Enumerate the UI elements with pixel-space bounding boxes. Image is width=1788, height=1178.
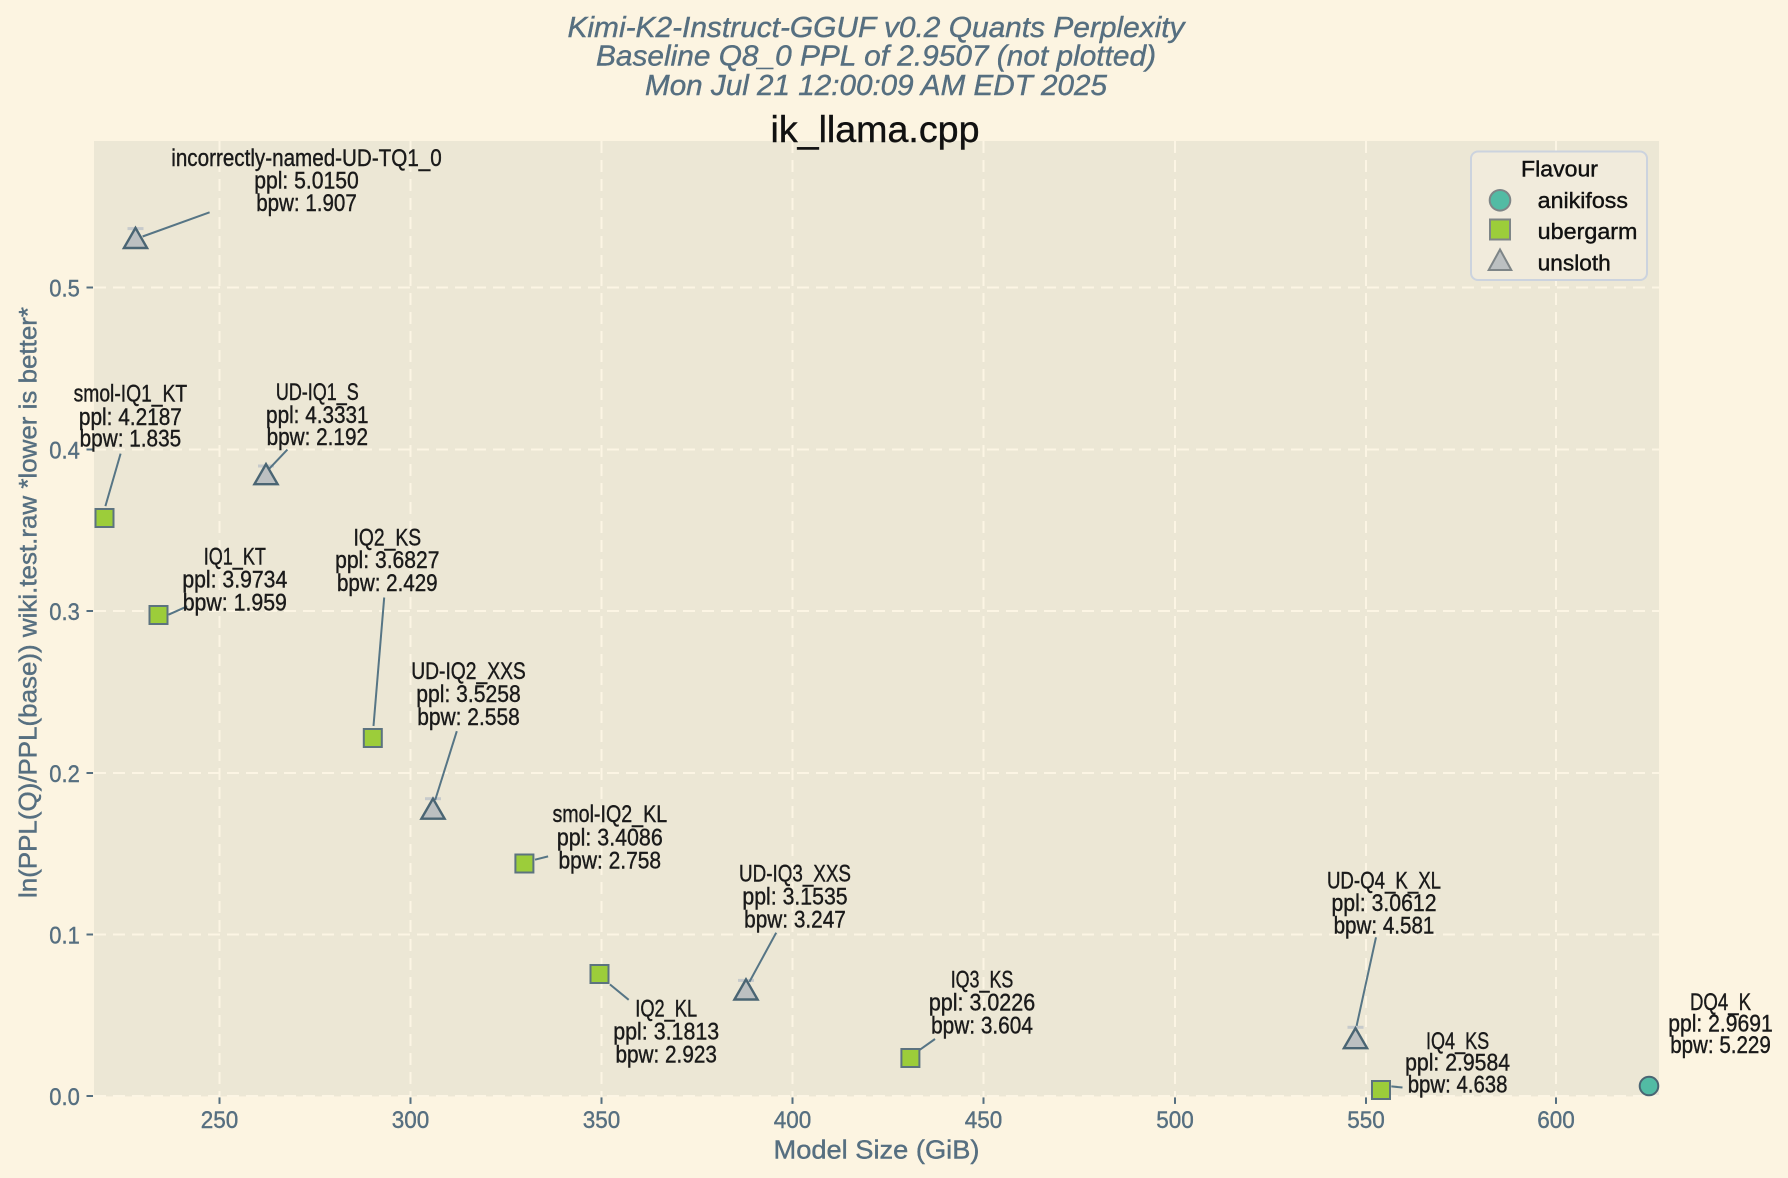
svg-text:ppl: 4.3331: ppl: 4.3331 — [266, 402, 369, 429]
svg-text:UD-Q4_K_XL: UD-Q4_K_XL — [1327, 868, 1441, 895]
svg-text:bpw: 1.959: bpw: 1.959 — [183, 589, 287, 616]
svg-text:250: 250 — [201, 1107, 239, 1134]
svg-text:400: 400 — [774, 1107, 812, 1134]
svg-text:0.1: 0.1 — [49, 922, 80, 949]
svg-text:450: 450 — [965, 1107, 1003, 1134]
svg-text:bpw: 2.429: bpw: 2.429 — [337, 570, 438, 597]
svg-text:ppl: 3.0612: ppl: 3.0612 — [1332, 890, 1437, 917]
svg-text:550: 550 — [1347, 1107, 1385, 1134]
svg-text:Baseline Q8_0 PPL of 2.9507 (n: Baseline Q8_0 PPL of 2.9507 (not plotted… — [596, 41, 1156, 73]
svg-text:0.3: 0.3 — [49, 599, 80, 626]
svg-text:ppl: 3.5258: ppl: 3.5258 — [416, 681, 520, 708]
svg-text:500: 500 — [1156, 1107, 1194, 1134]
svg-text:anikifoss: anikifoss — [1538, 188, 1628, 213]
svg-text:bpw: 2.558: bpw: 2.558 — [417, 704, 520, 731]
svg-text:unsloth: unsloth — [1538, 250, 1611, 275]
svg-text:bpw: 1.835: bpw: 1.835 — [80, 426, 182, 453]
svg-text:bpw: 3.604: bpw: 3.604 — [931, 1013, 1033, 1040]
svg-text:0.4: 0.4 — [49, 437, 80, 464]
svg-text:0.0: 0.0 — [49, 1084, 80, 1111]
svg-text:ppl: 3.6827: ppl: 3.6827 — [335, 547, 439, 574]
svg-text:300: 300 — [392, 1107, 430, 1134]
svg-text:ln(PPL(Q)/PPL(base)) wiki.test: ln(PPL(Q)/PPL(base)) wiki.test.raw *lowe… — [15, 307, 43, 898]
svg-text:bpw: 2.923: bpw: 2.923 — [615, 1042, 717, 1069]
svg-text:ppl: 3.9734: ppl: 3.9734 — [182, 567, 287, 594]
svg-text:Flavour: Flavour — [1521, 157, 1598, 182]
svg-text:ppl: 3.0226: ppl: 3.0226 — [929, 990, 1035, 1017]
svg-text:IQ4_KS: IQ4_KS — [1426, 1028, 1489, 1055]
svg-text:0.2: 0.2 — [49, 761, 80, 788]
svg-text:incorrectly-named-UD-TQ1_0: incorrectly-named-UD-TQ1_0 — [171, 145, 442, 172]
svg-text:ppl: 4.2187: ppl: 4.2187 — [79, 404, 182, 431]
svg-text:UD-IQ1_S: UD-IQ1_S — [276, 379, 359, 406]
svg-text:bpw: 4.638: bpw: 4.638 — [1408, 1071, 1508, 1098]
svg-text:bpw: 2.758: bpw: 2.758 — [559, 848, 662, 875]
svg-text:IQ1_KT: IQ1_KT — [204, 544, 266, 571]
svg-text:UD-IQ2_XXS: UD-IQ2_XXS — [411, 658, 526, 685]
svg-text:ppl: 3.4086: ppl: 3.4086 — [557, 824, 663, 851]
svg-text:bpw: 3.247: bpw: 3.247 — [744, 907, 846, 934]
svg-text:ubergarm: ubergarm — [1538, 219, 1638, 244]
svg-text:ppl: 5.0150: ppl: 5.0150 — [254, 168, 359, 195]
svg-text:IQ2_KS: IQ2_KS — [354, 524, 422, 551]
svg-text:ppl: 2.9584: ppl: 2.9584 — [1405, 1050, 1510, 1077]
svg-text:ppl: 3.1535: ppl: 3.1535 — [742, 884, 847, 911]
svg-text:ik_llama.cpp: ik_llama.cpp — [771, 109, 980, 150]
svg-text:0.5: 0.5 — [49, 275, 80, 302]
svg-text:smol-IQ1_KT: smol-IQ1_KT — [74, 381, 188, 408]
svg-text:Kimi-K2-Instruct-GGUF v0.2 Qua: Kimi-K2-Instruct-GGUF v0.2 Quants Perple… — [568, 12, 1187, 44]
svg-text:ppl: 2.9691: ppl: 2.9691 — [1668, 1011, 1773, 1038]
svg-text:UD-IQ3_XXS: UD-IQ3_XXS — [739, 860, 851, 887]
svg-text:smol-IQ2_KL: smol-IQ2_KL — [552, 801, 667, 828]
svg-text:DQ4_K: DQ4_K — [1690, 989, 1751, 1016]
svg-text:bpw: 4.581: bpw: 4.581 — [1334, 913, 1435, 940]
svg-text:bpw: 1.907: bpw: 1.907 — [256, 190, 357, 217]
svg-text:Model Size (GiB): Model Size (GiB) — [774, 1135, 980, 1165]
svg-text:600: 600 — [1537, 1107, 1575, 1134]
svg-text:bpw: 5.229: bpw: 5.229 — [1670, 1032, 1771, 1059]
svg-text:IQ2_KL: IQ2_KL — [635, 995, 697, 1022]
svg-text:bpw: 2.192: bpw: 2.192 — [267, 424, 368, 451]
svg-text:ppl: 3.1813: ppl: 3.1813 — [613, 1019, 719, 1046]
svg-text:350: 350 — [583, 1107, 621, 1134]
svg-text:IQ3_KS: IQ3_KS — [951, 967, 1014, 994]
svg-text:Mon Jul 21 12:00:09 AM EDT 202: Mon Jul 21 12:00:09 AM EDT 2025 — [645, 70, 1107, 102]
